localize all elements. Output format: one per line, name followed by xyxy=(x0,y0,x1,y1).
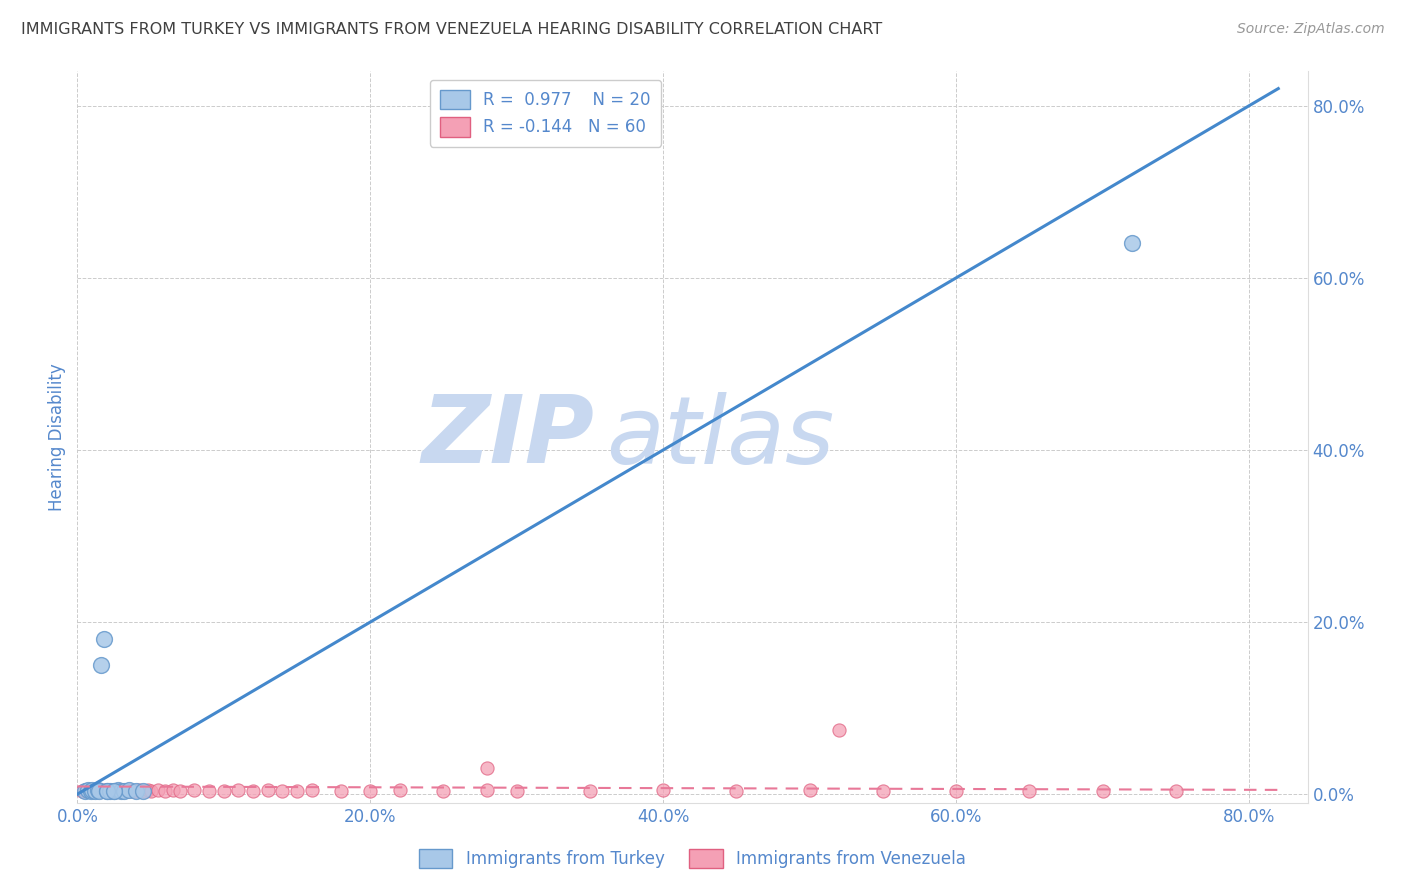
Point xyxy=(828,723,851,737)
Point xyxy=(579,783,602,797)
Point xyxy=(89,783,111,797)
Legend: Immigrants from Turkey, Immigrants from Venezuela: Immigrants from Turkey, Immigrants from … xyxy=(412,842,973,875)
Text: IMMIGRANTS FROM TURKEY VS IMMIGRANTS FROM VENEZUELA HEARING DISABILITY CORRELATI: IMMIGRANTS FROM TURKEY VS IMMIGRANTS FRO… xyxy=(21,22,883,37)
Point xyxy=(76,783,98,797)
Y-axis label: Hearing Disability: Hearing Disability xyxy=(48,363,66,511)
Point xyxy=(103,783,125,797)
Point xyxy=(115,783,138,797)
Point xyxy=(128,783,150,797)
Point xyxy=(652,783,675,797)
Point xyxy=(212,783,235,797)
Point xyxy=(96,783,118,797)
Point xyxy=(139,783,162,797)
Point xyxy=(228,783,250,797)
Point xyxy=(80,783,103,797)
Point xyxy=(1121,236,1143,251)
Point xyxy=(103,783,125,797)
Point xyxy=(125,783,148,797)
Point xyxy=(80,783,103,797)
Point xyxy=(112,783,135,797)
Point xyxy=(96,783,118,797)
Point xyxy=(73,783,96,797)
Point xyxy=(112,783,135,797)
Point xyxy=(120,783,141,797)
Point xyxy=(79,783,101,797)
Point xyxy=(89,783,111,797)
Point xyxy=(93,632,115,647)
Point xyxy=(432,783,454,797)
Point xyxy=(79,783,101,797)
Point xyxy=(98,783,121,797)
Point xyxy=(90,658,112,673)
Point xyxy=(271,783,294,797)
Point xyxy=(77,783,100,797)
Text: Source: ZipAtlas.com: Source: ZipAtlas.com xyxy=(1237,22,1385,37)
Point xyxy=(84,783,107,797)
Point xyxy=(87,783,110,797)
Point xyxy=(75,783,97,797)
Point xyxy=(945,783,967,797)
Point xyxy=(132,783,155,797)
Point xyxy=(87,783,110,797)
Point xyxy=(477,783,499,797)
Point xyxy=(93,783,115,797)
Point xyxy=(301,783,323,797)
Point xyxy=(162,783,184,797)
Point xyxy=(122,783,145,797)
Point xyxy=(90,783,112,797)
Point xyxy=(242,783,264,797)
Point xyxy=(101,783,124,797)
Text: ZIP: ZIP xyxy=(422,391,595,483)
Point xyxy=(70,783,93,797)
Point xyxy=(84,783,107,797)
Point xyxy=(477,761,499,775)
Point xyxy=(256,783,278,797)
Point xyxy=(388,783,411,797)
Point xyxy=(725,783,748,797)
Point xyxy=(506,783,529,797)
Point xyxy=(73,783,96,797)
Point xyxy=(91,783,114,797)
Point xyxy=(183,783,205,797)
Point xyxy=(117,783,139,797)
Point xyxy=(1018,783,1040,797)
Point xyxy=(125,783,148,797)
Point xyxy=(153,783,177,797)
Point xyxy=(329,783,352,797)
Point xyxy=(98,783,121,797)
Point xyxy=(198,783,221,797)
Point xyxy=(86,783,108,797)
Point xyxy=(1091,783,1114,797)
Point xyxy=(134,783,156,797)
Point xyxy=(94,783,117,797)
Point xyxy=(107,783,129,797)
Point xyxy=(799,783,821,797)
Point xyxy=(136,783,159,797)
Point xyxy=(872,783,894,797)
Point xyxy=(110,783,132,797)
Point xyxy=(359,783,381,797)
Point xyxy=(96,783,118,797)
Point xyxy=(1164,783,1187,797)
Point xyxy=(146,783,169,797)
Text: atlas: atlas xyxy=(606,392,835,483)
Point xyxy=(82,783,104,797)
Point xyxy=(76,783,98,797)
Point xyxy=(285,783,308,797)
Point xyxy=(107,783,129,797)
Point xyxy=(169,783,191,797)
Point xyxy=(131,783,153,797)
Point xyxy=(110,783,132,797)
Point xyxy=(104,783,127,797)
